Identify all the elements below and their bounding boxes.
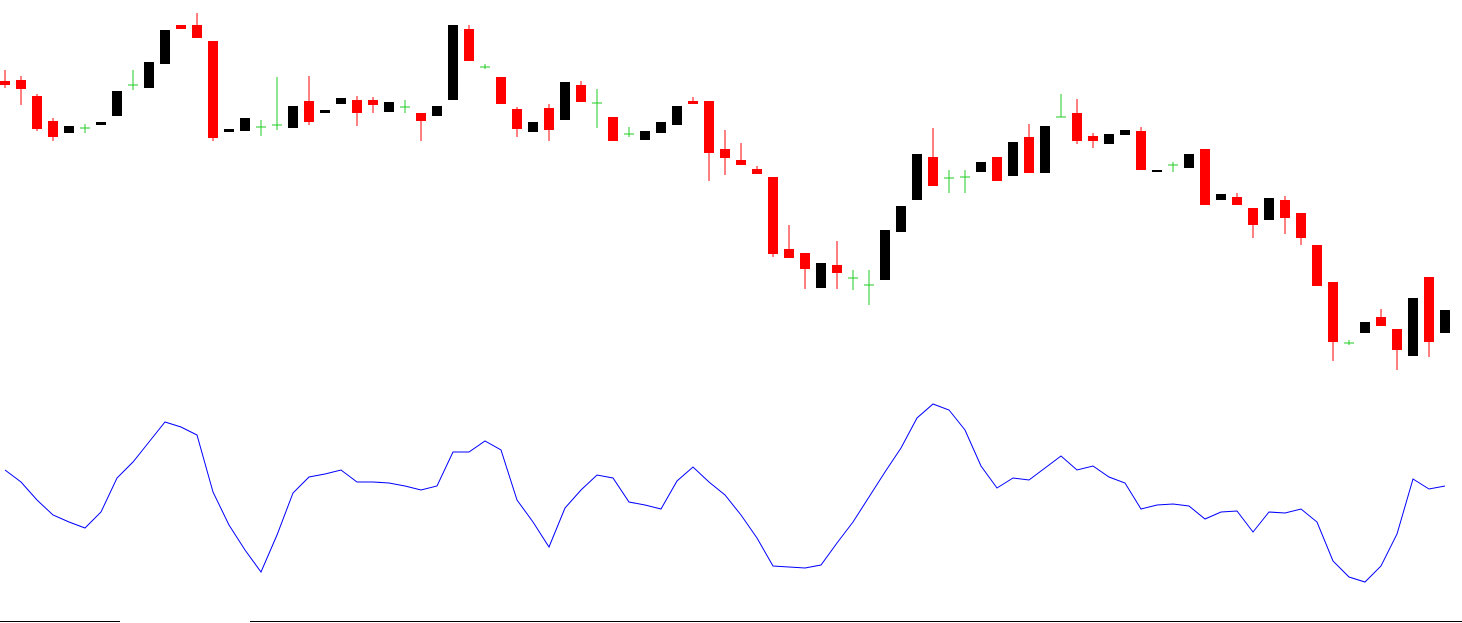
candle-body <box>768 177 778 254</box>
candle-body <box>576 85 586 102</box>
candle-body <box>832 265 842 273</box>
candle-body <box>720 149 730 158</box>
candle-body <box>448 25 458 100</box>
indicator-line <box>4 403 1446 583</box>
candle-body <box>1296 213 1306 238</box>
candle-body <box>992 157 1002 181</box>
candle-body <box>1424 277 1434 342</box>
candle-body <box>416 113 426 121</box>
candle-body <box>1408 298 1418 356</box>
candle-body <box>96 122 106 125</box>
candle-body <box>560 82 570 120</box>
candle-body <box>208 41 218 138</box>
candle-body <box>0 81 10 85</box>
candle-body <box>64 126 74 133</box>
candle-body <box>288 106 298 128</box>
candle-body <box>304 101 314 122</box>
scroll-thumb[interactable] <box>120 620 250 623</box>
candle-body <box>1072 113 1082 141</box>
candle-body <box>752 169 762 174</box>
candle-body <box>736 160 746 165</box>
candle-body <box>912 154 922 200</box>
candle-body <box>352 100 362 113</box>
candle-body <box>816 263 826 288</box>
candle-body <box>224 129 234 132</box>
candle-body <box>176 25 186 29</box>
candle-body <box>160 30 170 64</box>
candle-body <box>368 100 378 105</box>
candle-body <box>496 77 506 104</box>
candle-body <box>1376 317 1386 326</box>
candle-body <box>1136 131 1146 170</box>
candle-body <box>1008 142 1018 176</box>
candle-body <box>1184 154 1194 168</box>
candle-body <box>384 102 394 112</box>
candle-body <box>688 101 698 104</box>
candle-body <box>656 122 666 133</box>
candle-body <box>1088 136 1098 141</box>
candle-body <box>704 101 714 153</box>
candle-body <box>336 98 346 104</box>
candle-body <box>432 106 442 116</box>
candle-body <box>1040 126 1050 173</box>
candle-body <box>1024 137 1034 173</box>
candle-body <box>528 122 538 132</box>
candle-body <box>1216 194 1226 200</box>
candle-body <box>784 249 794 258</box>
candle-body <box>544 108 554 130</box>
candle-body <box>320 110 330 113</box>
candle-body <box>1280 200 1290 218</box>
candle-body <box>672 106 682 125</box>
candle-body <box>896 206 906 232</box>
candle-body <box>32 96 42 129</box>
candle-body <box>880 230 890 280</box>
candle-body <box>976 162 986 172</box>
candle-body <box>512 109 522 129</box>
candle-body <box>800 253 810 269</box>
candle-body <box>16 80 26 89</box>
candle-body <box>1152 170 1162 172</box>
candle-body <box>1248 208 1258 225</box>
candle-body <box>1440 310 1450 333</box>
candle-body <box>1312 245 1322 286</box>
candle-body <box>1104 134 1114 144</box>
candle-body <box>240 118 250 131</box>
candle-body <box>1232 197 1242 205</box>
candle-body <box>464 29 474 61</box>
candle-body <box>1264 198 1274 220</box>
candle-body <box>608 117 618 141</box>
candle-body <box>1200 149 1210 205</box>
candle-body <box>1328 282 1338 342</box>
candle-body <box>1120 130 1130 135</box>
candle-body <box>48 121 58 137</box>
candle-body <box>144 62 154 88</box>
candle-body <box>1392 329 1402 350</box>
candle-body <box>1360 322 1370 333</box>
candle-body <box>640 131 650 140</box>
candle-body <box>928 157 938 186</box>
candle-body <box>112 91 122 116</box>
candle-body <box>192 25 202 38</box>
